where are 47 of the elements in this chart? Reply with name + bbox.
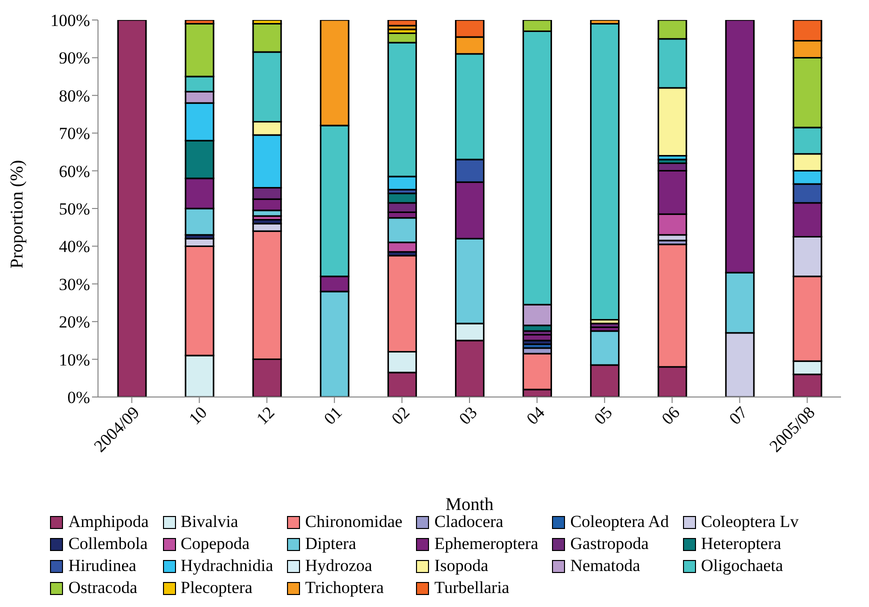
legend-label: Plecoptera (180, 578, 252, 598)
y-tick-label: 70% (58, 124, 90, 144)
x-tick-label: 04 (522, 402, 549, 428)
y-tick-label: 0% (67, 388, 90, 408)
legend-label: Chironomidae (305, 512, 402, 532)
legend-label: Turbellaria (434, 578, 510, 598)
legend-label: Ephemeroptera (434, 534, 538, 554)
x-tick-label: 10 (185, 402, 211, 428)
legend-label: Trichoptera (305, 578, 384, 598)
legend-label: Hydrachnidia (180, 556, 274, 576)
legend-label: Coleoptera Ad (570, 512, 669, 532)
legend-label: Gastropoda (570, 534, 649, 554)
y-tick-label: 40% (58, 237, 90, 256)
x-tick-label: 06 (658, 402, 684, 428)
legend-label: Heteroptera (700, 534, 782, 554)
legend-label: Coleoptera Lv (700, 512, 799, 532)
legend-label: Isopoda (434, 556, 488, 576)
legend-label: Diptera (305, 534, 356, 554)
y-tick-label: 30% (58, 274, 90, 294)
x-tick-label: 02 (388, 402, 414, 428)
legend-label: Copepoda (180, 534, 250, 554)
bar (590, 23, 620, 320)
y-tick-label: 20% (58, 312, 90, 332)
y-tick-label: 90% (58, 48, 90, 68)
x-tick-label: 01 (320, 402, 346, 428)
x-tick-label: 07 (726, 402, 752, 428)
y-tick-label: 60% (58, 162, 90, 181)
legend-label: Hirudinea (68, 556, 136, 576)
legend-label: Hydrozoa (305, 556, 372, 576)
legend-label: Cladocera (434, 512, 504, 532)
y-tick-label: 80% (58, 86, 90, 106)
y-tick-label: 50% (58, 200, 90, 219)
legend-label: Amphipoda (68, 512, 149, 532)
legend-label: Bivalvia (180, 512, 238, 532)
y-tick-label: 10% (58, 350, 90, 370)
x-tick-label: 05 (590, 402, 616, 428)
bar (117, 20, 147, 397)
y-axis-title: Proportion (%) (6, 160, 26, 268)
legend-label: Oligochaeta (700, 556, 784, 576)
y-tick-label: 100% (50, 11, 90, 30)
legend-label: Nematoda (570, 556, 640, 576)
legend-label: Collembola (68, 534, 148, 554)
x-tick-label: 12 (252, 402, 278, 428)
x-tick-label: 03 (455, 402, 481, 428)
legend-label: Ostracoda (68, 578, 138, 598)
x-axis-title: Month (445, 494, 494, 514)
bar (387, 20, 417, 26)
